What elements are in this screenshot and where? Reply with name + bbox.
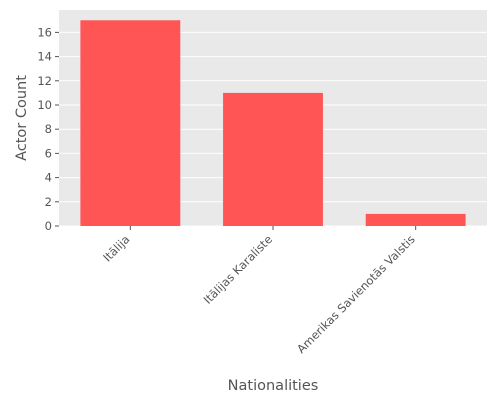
y-tick-label: 4 bbox=[45, 171, 52, 185]
bar bbox=[223, 92, 323, 227]
x-axis-title: Nationalities bbox=[228, 378, 319, 394]
bar bbox=[80, 20, 181, 226]
y-tick-label: 0 bbox=[45, 219, 52, 233]
y-tick-labels: 0 2 4 6 8 10 12 14 16 bbox=[37, 25, 59, 233]
x-tick-label: Itālija bbox=[100, 232, 132, 264]
bars bbox=[80, 20, 466, 227]
y-tick-label: 16 bbox=[37, 25, 52, 39]
x-tick-label: Itālijas Karaliste bbox=[201, 232, 276, 307]
y-tick-label: 2 bbox=[45, 195, 52, 209]
y-tick-label: 10 bbox=[37, 98, 52, 112]
bar bbox=[365, 213, 466, 226]
y-tick-label: 6 bbox=[45, 146, 52, 160]
x-tick-labels: Itālija Itālijas Karaliste Amerikas Savien… bbox=[100, 226, 418, 356]
y-axis-title: Actor Count bbox=[14, 75, 30, 161]
y-tick-label: 12 bbox=[37, 74, 52, 88]
y-tick-label: 8 bbox=[45, 122, 52, 136]
x-tick-label: Amerikas Savienotās Valstis bbox=[294, 232, 418, 356]
y-tick-label: 14 bbox=[37, 50, 52, 64]
